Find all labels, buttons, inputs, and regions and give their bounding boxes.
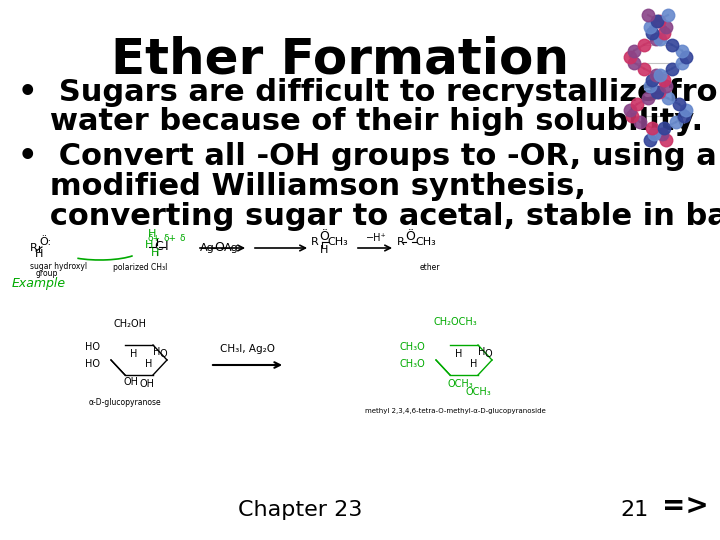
Text: CH₂OH: CH₂OH	[114, 319, 146, 329]
Text: OCH₃: OCH₃	[448, 379, 474, 389]
Text: water because of their high solubility.: water because of their high solubility.	[18, 107, 703, 136]
Text: •  Sugars are difficult to recrystallize from: • Sugars are difficult to recrystallize …	[18, 78, 720, 107]
Text: OCH₃: OCH₃	[465, 387, 491, 397]
Text: converting sugar to acetal, stable in base.: converting sugar to acetal, stable in ba…	[18, 202, 720, 231]
Text: modified Williamson synthesis,: modified Williamson synthesis,	[0, 539, 1, 540]
Text: Ö: Ö	[405, 230, 415, 243]
Text: I: I	[165, 240, 168, 253]
Text: HO: HO	[85, 359, 100, 369]
Text: H: H	[145, 359, 153, 369]
Text: Ether Formation: Ether Formation	[111, 35, 569, 83]
Text: Example: Example	[12, 277, 66, 290]
Text: CH₃: CH₃	[415, 237, 436, 247]
Text: H: H	[35, 249, 43, 259]
Text: H: H	[148, 229, 156, 239]
Text: ether: ether	[420, 263, 440, 272]
Text: 21: 21	[621, 500, 649, 520]
Text: −H⁺: −H⁺	[366, 233, 387, 243]
Text: R: R	[311, 237, 319, 247]
Text: Ag: Ag	[200, 243, 215, 253]
Text: CH₃O: CH₃O	[400, 359, 426, 369]
Text: CH₂OCH₃: CH₂OCH₃	[433, 317, 477, 327]
Text: δ+: δ+	[163, 234, 176, 243]
Text: OH: OH	[123, 377, 138, 387]
Text: polarized CH₃I: polarized CH₃I	[113, 263, 167, 272]
Text: R: R	[397, 237, 405, 247]
Text: O: O	[484, 349, 492, 359]
Text: modified Williamson synthesis, after: modified Williamson synthesis, after	[0, 539, 1, 540]
Text: CH₃I, Ag₂O: CH₃I, Ag₂O	[220, 344, 274, 354]
Text: H: H	[455, 349, 462, 359]
Text: CH₃: CH₃	[327, 237, 348, 247]
Text: •  Convert all -OH groups to -OR, using a: • Convert all -OH groups to -OR, using a	[18, 142, 716, 171]
Text: methyl 2,3,4,6-tetra-O-methyl-α-D-glucopyranoside: methyl 2,3,4,6-tetra-O-methyl-α-D-glucop…	[364, 408, 545, 414]
Text: O: O	[214, 241, 224, 254]
Text: H: H	[470, 359, 477, 369]
Text: R: R	[30, 243, 37, 253]
Text: modified Williamson synthesis,: modified Williamson synthesis,	[18, 172, 597, 201]
Text: H: H	[151, 248, 159, 258]
Text: H: H	[478, 347, 485, 357]
Text: group: group	[36, 269, 58, 278]
Text: C: C	[154, 240, 163, 253]
Text: Chapter 23: Chapter 23	[238, 500, 362, 520]
Text: Ag: Ag	[224, 243, 239, 253]
Text: H: H	[130, 349, 138, 359]
Text: δ: δ	[179, 234, 184, 243]
Text: OH: OH	[140, 379, 155, 389]
Text: Ö:: Ö:	[39, 237, 51, 247]
Text: CH₃O: CH₃O	[400, 342, 426, 352]
Text: H: H	[153, 347, 161, 357]
Text: α-D-glucopyranose: α-D-glucopyranose	[89, 398, 161, 407]
Text: HO: HO	[85, 342, 100, 352]
Text: δ+: δ+	[147, 234, 160, 243]
Text: H: H	[320, 245, 328, 255]
Text: H: H	[145, 240, 153, 250]
Text: Ö: Ö	[319, 230, 329, 243]
Text: =>: =>	[662, 492, 708, 520]
Text: O: O	[159, 349, 167, 359]
Text: sugar hydroxyl: sugar hydroxyl	[30, 262, 87, 271]
